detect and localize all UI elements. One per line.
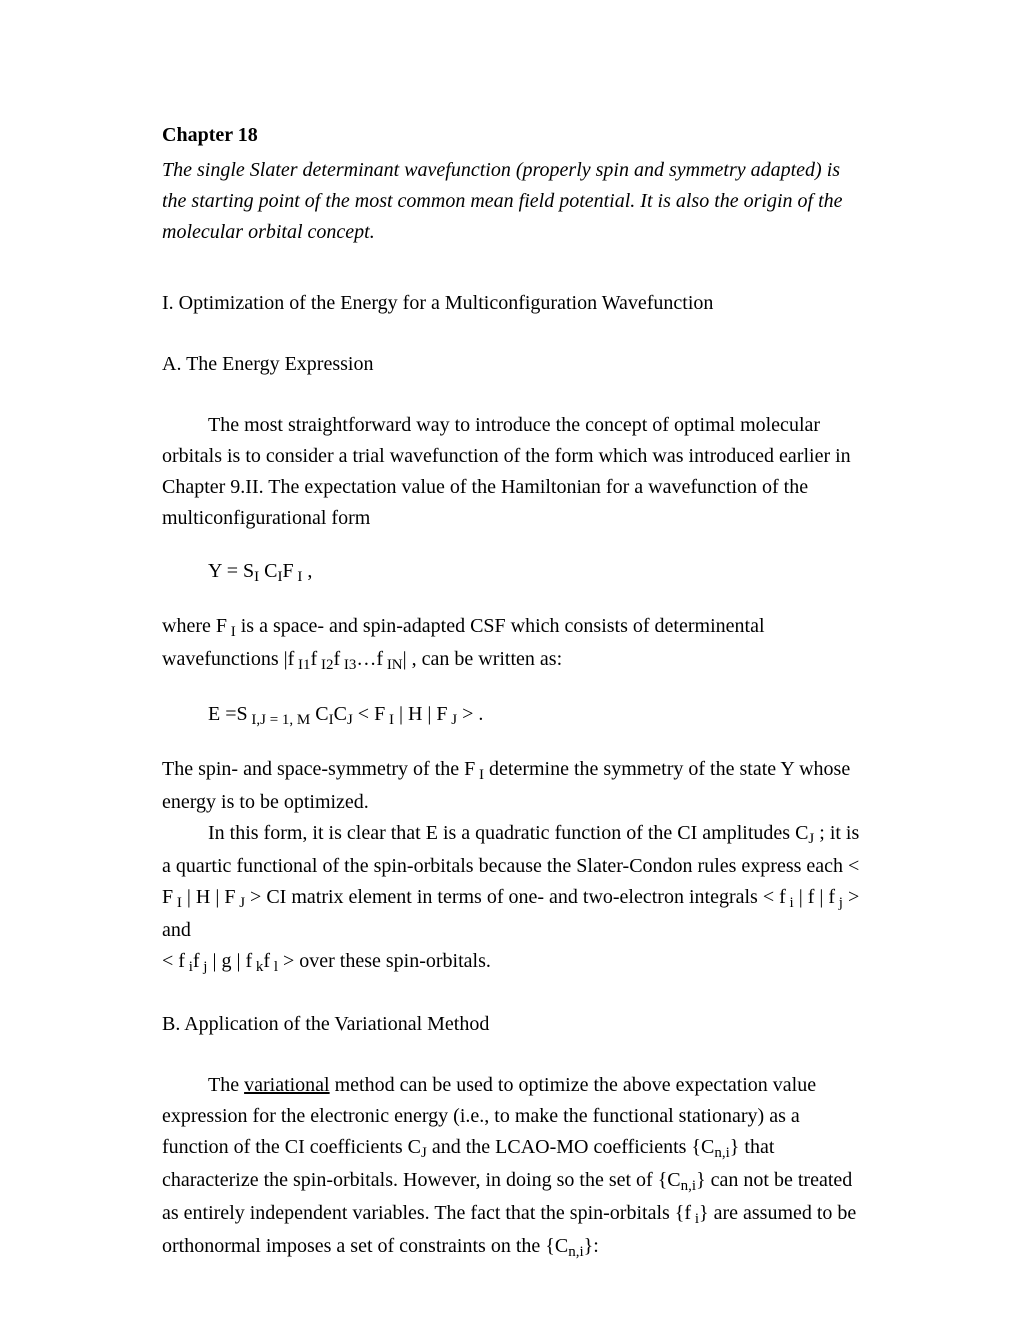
eq-text: > . [457, 703, 483, 725]
underlined-text: variational [244, 1074, 330, 1096]
text: The [208, 1074, 244, 1096]
eq-text: C [259, 560, 277, 582]
eq-text: Y = S [208, 560, 254, 582]
eq-text: C [334, 703, 347, 725]
subscript: k [252, 959, 263, 975]
subscript: I2 [317, 657, 333, 673]
text: }: [584, 1235, 599, 1257]
text: In this form, it is clear that E is a qu… [208, 822, 808, 844]
subscript: I1 [294, 657, 310, 673]
subsection-a-heading: A. The Energy Expression [162, 349, 860, 380]
text: The spin- and space-symmetry of the F [162, 758, 475, 780]
text: and the LCAO-MO coefficients {C [427, 1136, 715, 1158]
text: | g | f [207, 950, 252, 972]
eq-text: | H | F [394, 703, 448, 725]
subscript: I,J = 1, M [248, 712, 311, 728]
subscript: I [173, 895, 182, 911]
eq-text: , [302, 560, 312, 582]
text: > over these spin-orbitals. [278, 950, 491, 972]
equation: Y = SI CIF I , [208, 556, 860, 589]
subscript: l [270, 959, 278, 975]
subscript: i [786, 895, 794, 911]
eq-text: C [310, 703, 328, 725]
subscript: I [475, 767, 484, 783]
subscript: n,i [681, 1178, 696, 1194]
text: | , can be written as: [403, 648, 563, 670]
subscript: I [385, 712, 394, 728]
text: | H | F [182, 886, 236, 908]
body-paragraph: where F I is a space- and spin-adapted C… [162, 611, 860, 677]
subscript: n,i [714, 1145, 729, 1161]
body-paragraph: The spin- and space-symmetry of the F I … [162, 754, 860, 818]
body-paragraph: The most straightforward way to introduc… [162, 410, 860, 534]
body-paragraph: < f if j | g | f kf l > over these spin-… [162, 946, 860, 979]
subscript: J [448, 712, 458, 728]
section-i-heading: I. Optimization of the Energy for a Mult… [162, 288, 860, 319]
text: where F [162, 615, 227, 637]
subsection-b-heading: B. Application of the Variational Method [162, 1009, 860, 1040]
text: | f | f [794, 886, 835, 908]
chapter-subtitle: The single Slater determinant wavefuncti… [162, 155, 860, 248]
eq-text: F [282, 560, 293, 582]
subscript: I3 [340, 657, 356, 673]
page-body: Chapter 18 The single Slater determinant… [0, 0, 1020, 1324]
text: > CI matrix element in terms of one- and… [245, 886, 786, 908]
body-paragraph: In this form, it is clear that E is a qu… [162, 818, 860, 946]
eq-text: E =S [208, 703, 248, 725]
body-paragraph: The variational method can be used to op… [162, 1070, 860, 1264]
subscript: j [835, 895, 843, 911]
subscript: i [185, 959, 193, 975]
text: …f [356, 648, 383, 670]
subscript: I [227, 624, 236, 640]
subscript: n,i [568, 1244, 583, 1260]
subscript: i [691, 1211, 699, 1227]
equation: E =S I,J = 1, M CICJ < F I | H | F J > . [208, 699, 860, 732]
text: < f [162, 950, 185, 972]
subscript: IN [383, 657, 403, 673]
chapter-title: Chapter 18 [162, 120, 860, 151]
subscript: J [235, 895, 245, 911]
eq-text: < F [353, 703, 385, 725]
text: f [193, 950, 200, 972]
